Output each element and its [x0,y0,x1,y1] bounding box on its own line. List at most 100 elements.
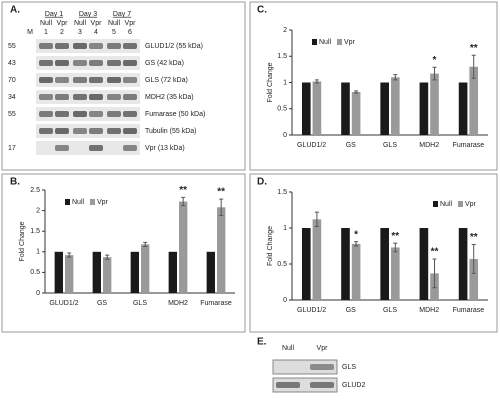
band [73,94,87,100]
blot-strip [36,39,140,53]
condition-label: Vpr [91,20,103,27]
bar [168,251,177,293]
band [55,77,69,83]
x-tick-label: Fumarase [453,307,485,314]
band [123,94,137,100]
blot-strip [36,90,140,104]
protein-label: MDH2 (35 kDa) [145,94,194,101]
band [123,77,137,83]
band [107,43,121,49]
x-tick-label: MDH2 [419,142,439,149]
band [310,364,334,370]
y-tick-label: 1.5 [277,53,287,60]
protein-label: GLUD2 [342,382,365,389]
band [73,43,87,49]
bar [141,244,150,293]
marker-label: 34 [8,94,16,101]
day-label: Day 3 [79,11,97,18]
protein-label: Vpr (13 kDa) [145,145,185,152]
bar [351,91,361,135]
bar [458,228,468,300]
band [73,111,87,117]
band [123,60,137,66]
lane-label: 5 [112,29,116,36]
panel-label: E. [257,337,267,348]
condition-label: Vpr [125,20,137,27]
condition-label: Null [40,20,53,27]
condition-label: Null [108,20,121,27]
y-tick-label: 1.5 [277,189,287,196]
y-tick-label: 2 [283,27,287,34]
protein-label: GLS (72 kDa) [145,77,188,84]
x-tick-label: GLUD1/2 [297,307,326,314]
legend-swatch [312,39,317,45]
y-tick-label: 1 [283,79,287,86]
x-tick-label: GS [97,300,107,307]
bar [380,228,389,300]
band [89,77,103,83]
band [276,382,300,388]
band [107,94,121,100]
band [123,43,137,49]
band [39,111,53,117]
bar [92,251,101,293]
legend-label: Vpr [465,201,477,208]
bar [301,228,311,300]
band [89,43,103,49]
band [55,60,69,66]
band [39,94,53,100]
y-tick-label: 2.5 [30,187,40,194]
error-bar [432,258,437,289]
protein-label: GLS [342,364,356,371]
error-bar [393,74,398,81]
bar [217,207,226,293]
error-bar [67,252,72,258]
band [39,43,53,49]
bar [469,258,479,300]
x-tick-label: GLS [383,142,397,149]
band [55,145,69,151]
legend-swatch [433,201,438,207]
panel-b-box [1,173,246,333]
y-tick-label: 1 [36,249,40,256]
bar [341,228,350,300]
y-tick-label: 0.5 [30,269,40,276]
bar [103,257,112,293]
error-bar [314,79,319,84]
error-bar [471,244,476,274]
panel-c-box [249,1,498,171]
x-tick-label: GLUD1/2 [49,300,78,307]
band [55,94,69,100]
blot-strip [36,141,140,155]
condition-label: Null [74,20,87,27]
band [107,60,121,66]
day-label: Day 7 [113,11,131,18]
y-axis-label: Fold Change [267,62,274,102]
condition-label: Null [282,345,295,352]
significance: ** [470,43,478,54]
band [123,128,137,134]
bar [469,66,479,135]
marker-label: 17 [8,145,16,152]
band [89,111,103,117]
band [39,60,53,66]
bar [206,251,215,293]
error-bar [471,54,476,79]
blot-strip [36,73,140,87]
band [107,111,121,117]
y-tick-label: 0.5 [277,261,287,268]
bar [179,201,188,293]
y-tick-label: 0 [36,290,40,297]
lane-label: 1 [44,29,48,36]
y-axis-label: Fold Change [267,226,274,266]
marker-label: 55 [8,43,16,50]
band [39,77,53,83]
error-bar [354,90,359,94]
band [55,128,69,134]
significance: * [354,229,358,240]
band [73,60,87,66]
protein-label: Fumarase (50 kDa) [145,111,205,118]
band [73,77,87,83]
band [55,111,69,117]
